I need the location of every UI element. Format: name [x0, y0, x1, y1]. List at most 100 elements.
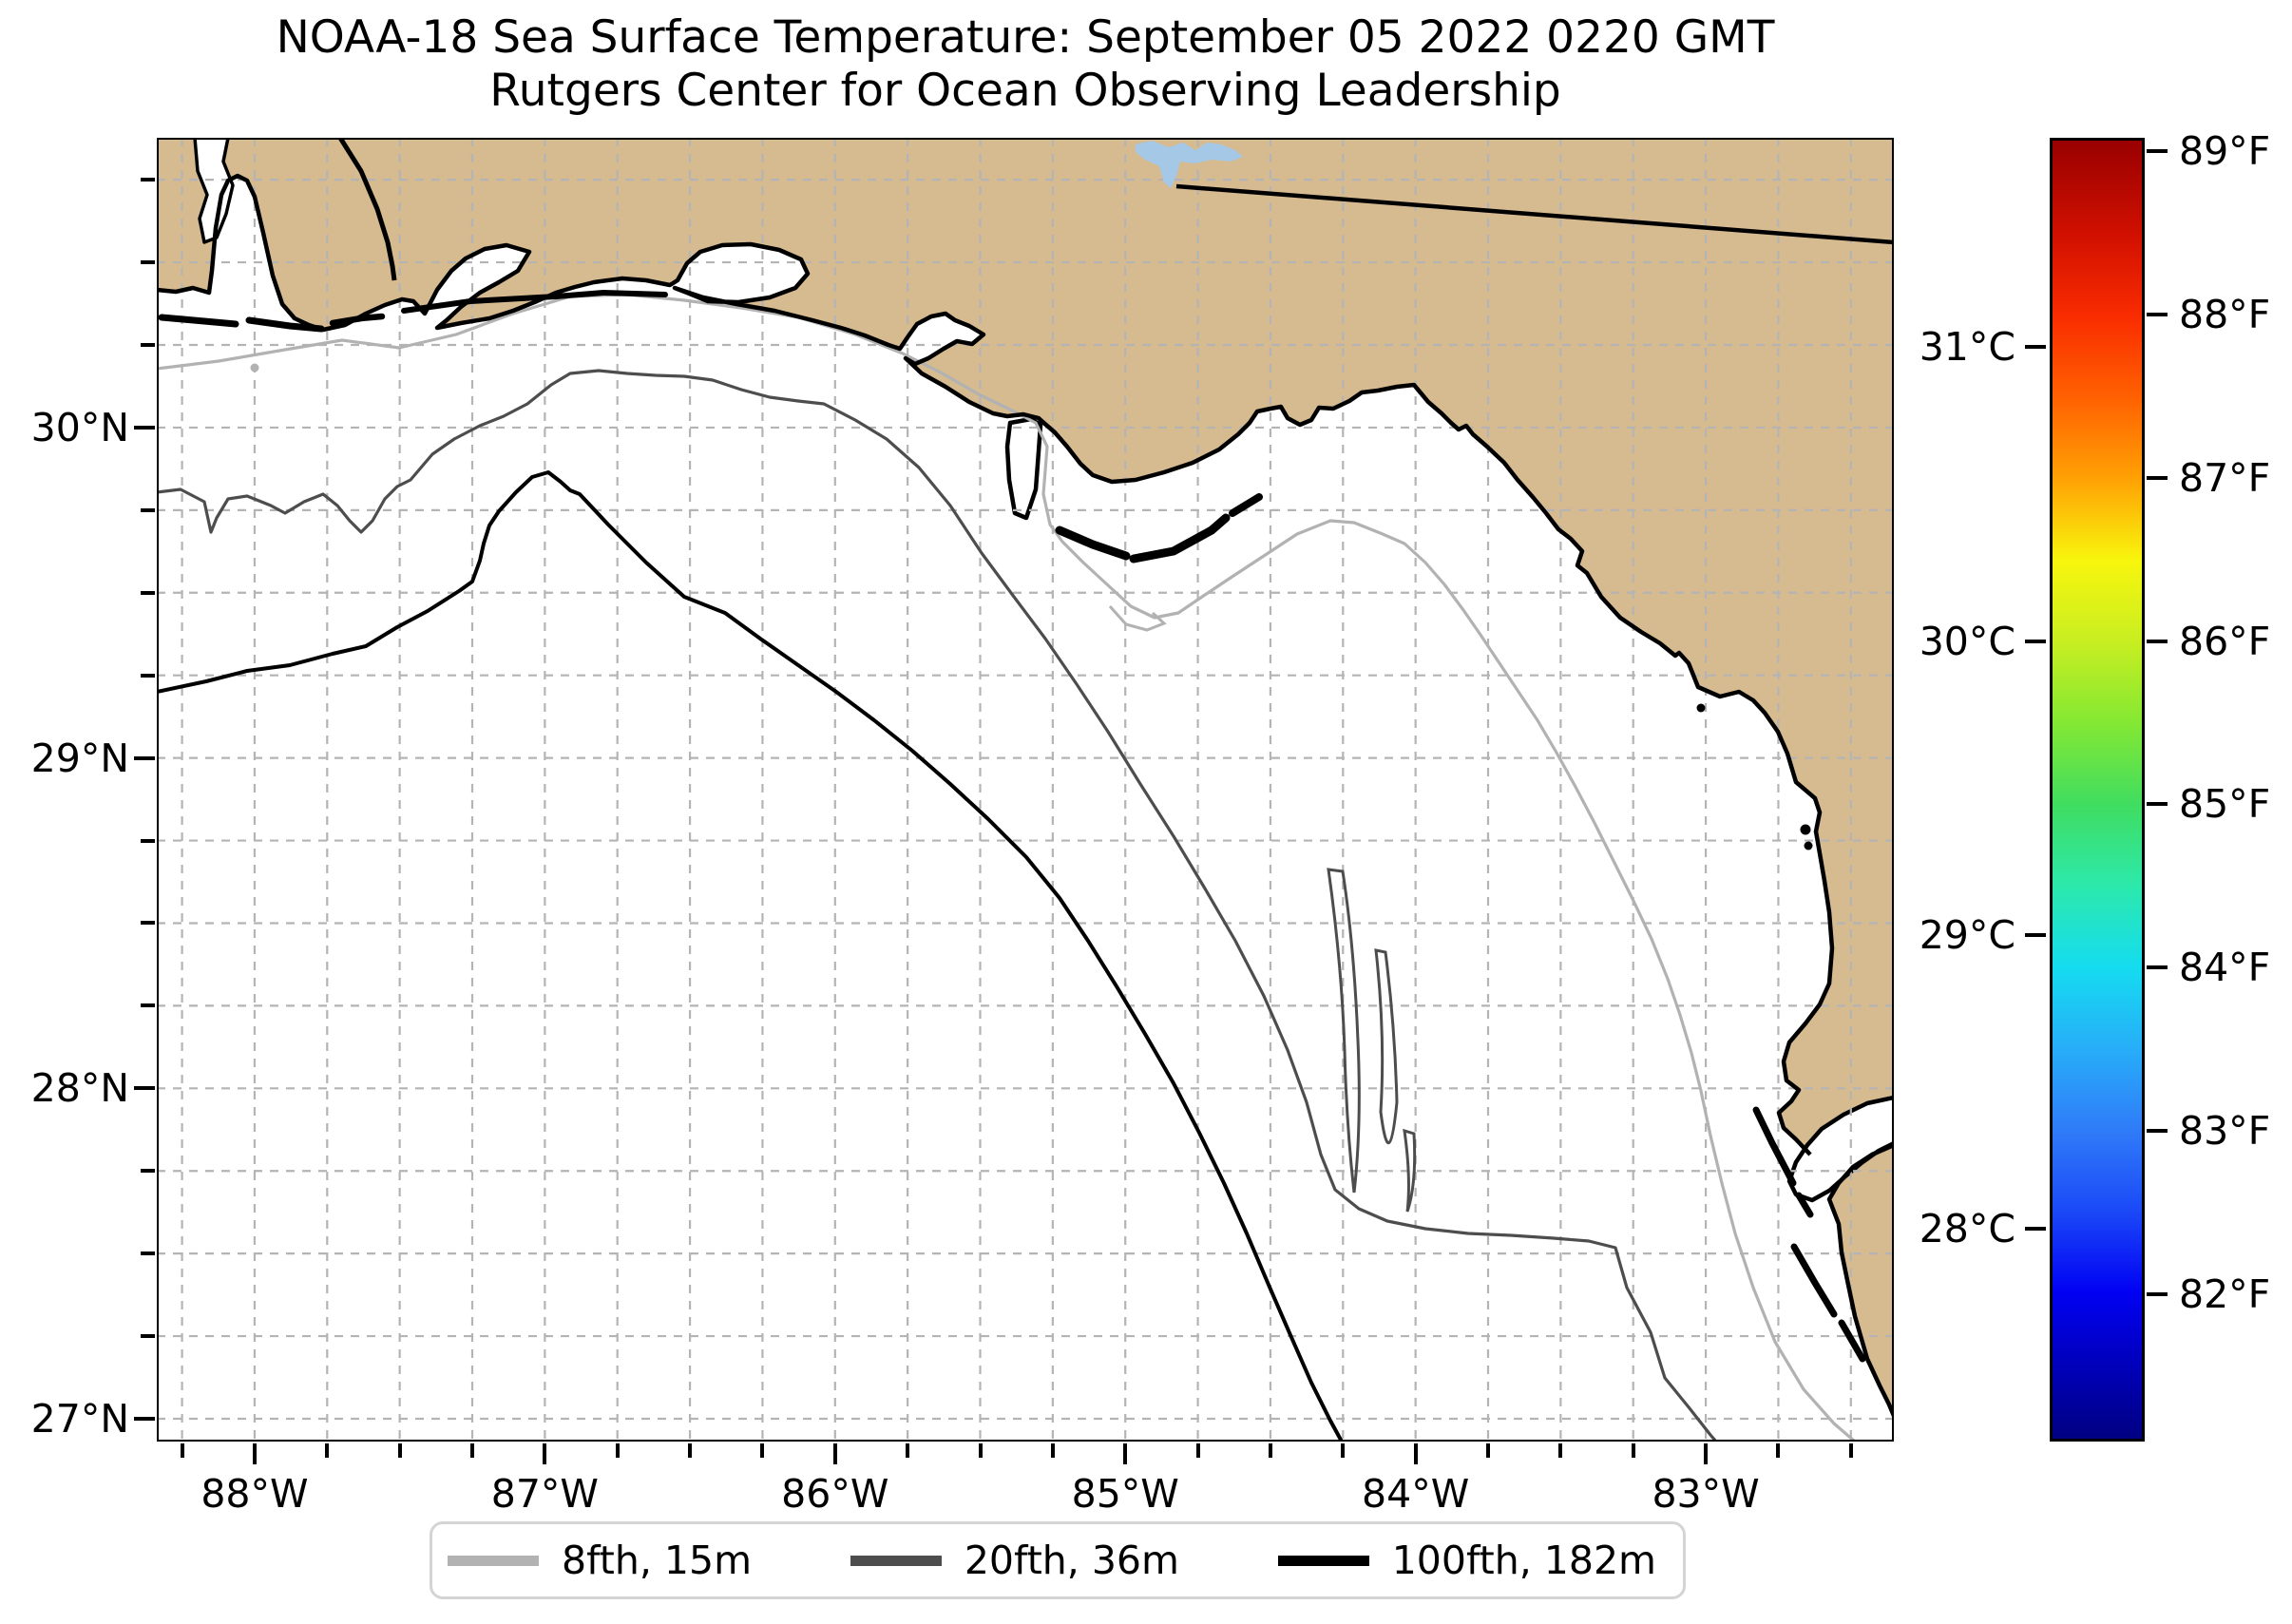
legend-item-8fth: 8fth, 15m [448, 1538, 752, 1583]
x-axis-tick [1776, 1443, 1781, 1458]
y-axis-tick [134, 425, 155, 430]
x-axis-tick [543, 1443, 547, 1464]
x-axis-tick [760, 1443, 765, 1458]
colorbar-f-tick [2147, 1292, 2168, 1297]
colorbar-c-tick [2025, 933, 2046, 938]
contour-100-fathom [157, 470, 1344, 1442]
x-tick-label: 86°W [781, 1471, 889, 1517]
x-axis-tick [832, 1443, 837, 1464]
colorbar-f-tick [2147, 312, 2168, 316]
legend-label-20fth: 20fth, 36m [964, 1538, 1179, 1583]
x-axis-tick [978, 1443, 983, 1458]
x-axis-tick [1341, 1443, 1346, 1458]
contour-legend: 8fth, 15m 20fth, 36m 100fth, 182m [430, 1521, 1686, 1599]
contour-20-fathom [157, 369, 1718, 1442]
colorbar-f-label: 87°F [2179, 454, 2271, 501]
x-axis-tick [325, 1443, 330, 1458]
colorbar-c-label: 29°C [1919, 912, 2015, 959]
y-axis-tick [141, 673, 155, 678]
x-axis-tick [1413, 1443, 1418, 1464]
legend-item-100fth: 100fth, 182m [1277, 1538, 1656, 1583]
land-mass-south-of-bay [1829, 1145, 1894, 1416]
figure-title-line2: Rutgers Center for Ocean Observing Leade… [489, 65, 1561, 117]
state-boundary-line [1175, 183, 1894, 245]
x-tick-label: 85°W [1071, 1471, 1179, 1517]
y-axis-tick [141, 1334, 155, 1339]
contour-8-fathom-squiggle [1108, 604, 1167, 632]
colorbar-c-label: 28°C [1919, 1206, 2015, 1252]
river-line [337, 138, 397, 281]
legend-swatch-8fth [448, 1555, 539, 1566]
colorbar-c-tick [2025, 639, 2046, 643]
graticule-grid [157, 138, 1894, 1442]
colorbar-c-label: 31°C [1919, 324, 2015, 371]
x-axis-tick [1050, 1443, 1055, 1458]
colorbar-f-label: 89°F [2179, 127, 2271, 174]
coastline [157, 173, 1835, 1156]
colorbar-f-tick [2147, 965, 2168, 970]
colorbar-f-label: 84°F [2179, 945, 2271, 991]
x-axis-tick [470, 1443, 474, 1458]
colorbar-f-label: 86°F [2179, 618, 2271, 664]
map-plot [157, 138, 1894, 1442]
colorbar [2050, 138, 2145, 1442]
lake [1136, 141, 1243, 188]
contour-20-fathom-finger [1374, 948, 1399, 1145]
x-axis-tick [1195, 1443, 1200, 1458]
x-axis-tick [1486, 1443, 1490, 1458]
x-axis-tick [1268, 1443, 1272, 1458]
y-axis-tick [141, 921, 155, 926]
y-axis-tick [141, 838, 155, 843]
legend-label-8fth: 8fth, 15m [562, 1538, 753, 1583]
colorbar-f-label: 88°F [2179, 291, 2271, 337]
coastline-south-of-bay [1826, 1142, 1894, 1417]
y-axis-tick [141, 178, 155, 182]
y-axis-tick [141, 590, 155, 595]
colorbar-f-label: 82°F [2179, 1271, 2271, 1318]
x-tick-label: 84°W [1362, 1471, 1470, 1517]
colorbar-c-tick [2025, 1227, 2046, 1232]
x-axis-tick [615, 1443, 620, 1458]
x-axis-tick [1848, 1443, 1853, 1458]
contour-8-fathom [157, 293, 1857, 1442]
contour-20-fathom-finger [1403, 1128, 1417, 1213]
x-axis-tick [252, 1443, 257, 1464]
colorbar-c-label: 30°C [1919, 618, 2015, 664]
x-tick-label: 87°W [490, 1471, 599, 1517]
y-axis-tick [134, 1086, 155, 1091]
x-axis-tick [688, 1443, 693, 1458]
contour-8-fathom-dot [250, 363, 259, 373]
y-axis-tick [141, 343, 155, 347]
y-axis-tick [141, 1251, 155, 1256]
land-mass [157, 138, 1894, 1155]
x-axis-tick [397, 1443, 402, 1458]
x-axis-tick [1704, 1443, 1709, 1464]
x-axis-tick [906, 1443, 910, 1458]
colorbar-f-tick [2147, 802, 2168, 807]
legend-swatch-100fth [1277, 1555, 1369, 1566]
y-axis-tick [141, 260, 155, 265]
colorbar-f-tick [2147, 148, 2168, 153]
y-axis-tick [134, 1417, 155, 1421]
y-axis-tick [141, 1003, 155, 1008]
x-axis-tick [1123, 1443, 1128, 1464]
legend-item-20fth: 20fth, 36m [850, 1538, 1179, 1583]
colorbar-f-tick [2147, 1129, 2168, 1134]
legend-swatch-20fth [850, 1555, 942, 1566]
colorbar-f-tick [2147, 639, 2168, 643]
x-tick-label: 83°W [1652, 1471, 1760, 1517]
figure-title-line1: NOAA-18 Sea Surface Temperature: Septemb… [276, 11, 1775, 64]
colorbar-c-tick [2025, 345, 2046, 350]
contour-20-fathom-finger [1327, 868, 1361, 1194]
x-tick-label: 88°W [201, 1471, 309, 1517]
colorbar-f-label: 85°F [2179, 781, 2271, 828]
colorbar-f-tick [2147, 475, 2168, 480]
y-tick-label: 29°N [30, 735, 129, 781]
y-tick-label: 30°N [30, 404, 129, 450]
colorbar-f-label: 83°F [2179, 1108, 2271, 1155]
y-tick-label: 27°N [30, 1396, 129, 1442]
legend-label-100fth: 100fth, 182m [1391, 1538, 1656, 1583]
y-axis-tick [134, 755, 155, 760]
y-axis-tick [141, 507, 155, 512]
